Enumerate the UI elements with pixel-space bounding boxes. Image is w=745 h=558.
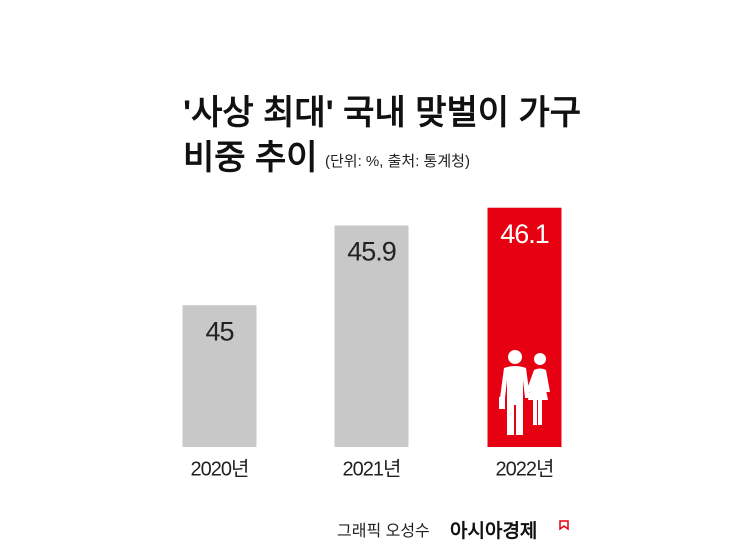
value-label: 45.9: [347, 237, 396, 267]
x-tick-label: 2020년: [191, 457, 249, 480]
x-tick-label: 2021년: [343, 457, 401, 480]
value-label: 46.1: [500, 219, 549, 249]
brand: 아시아경제: [450, 520, 537, 542]
people-icon: [499, 350, 550, 435]
value-label: 45: [205, 316, 233, 346]
bar: [334, 225, 409, 447]
bar: [182, 305, 257, 447]
chart-title: '사상 최대' 국내 맞벌이 가구: [183, 94, 581, 132]
x-tick-label: 2022년: [496, 457, 554, 480]
subtitle: (단위: %, 출처: 통계청): [325, 153, 470, 170]
chart-title-line2: 비중 추이: [183, 139, 318, 177]
brand-icon: [559, 520, 569, 531]
credit: 그래픽 오성수: [337, 522, 430, 540]
